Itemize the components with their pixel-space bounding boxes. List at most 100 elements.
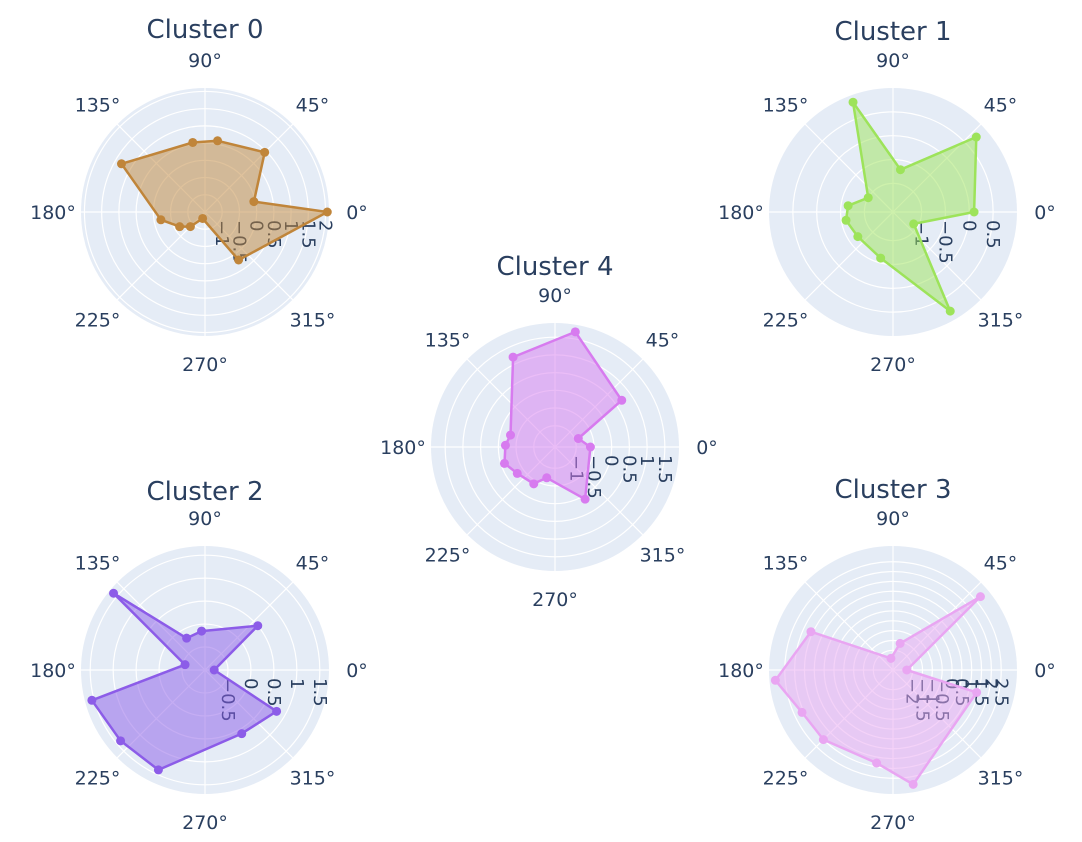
cluster-polar-1: 0°45°90°135°180°225°270°315°−1 −0.5 0 0.5Cl… [718, 17, 1056, 376]
data-point [797, 707, 807, 717]
data-point [180, 660, 190, 670]
data-point [806, 627, 816, 637]
data-point [506, 430, 516, 440]
radial-tick-label: 1.5 [297, 220, 318, 249]
cluster-area [90, 591, 278, 772]
data-point [197, 626, 207, 636]
data-point [945, 306, 955, 316]
radial-tick-label: 1 [961, 678, 982, 689]
data-point [969, 207, 979, 217]
angular-tick-label: 180° [380, 437, 426, 459]
cluster-area [844, 100, 978, 313]
data-point [188, 137, 198, 147]
angular-tick-label: 225° [75, 767, 121, 789]
radial-tick-label: 1.5 [309, 678, 330, 707]
angular-tick-label: 180° [30, 660, 76, 682]
data-point [770, 675, 780, 685]
cluster-polar-3: 0°45°90°135°180°225°270°315°−0.500.511.5… [30, 477, 368, 834]
data-point [529, 479, 539, 489]
data-point [585, 442, 595, 452]
data-point [500, 440, 510, 450]
chart-title: Cluster 1 [834, 17, 951, 47]
data-point [153, 765, 163, 775]
data-point [175, 222, 185, 232]
data-point [156, 215, 166, 225]
angular-tick-label: 45° [646, 330, 680, 352]
angular-tick-label: 0° [1034, 660, 1056, 682]
angular-tick-label: 45° [984, 95, 1018, 117]
angular-tick-label: 270° [532, 589, 578, 611]
angular-tick-label: 0° [346, 660, 368, 682]
angular-tick-label: 315° [290, 767, 336, 789]
data-point [902, 665, 912, 675]
cluster-area [120, 139, 329, 262]
data-point [234, 255, 244, 265]
data-point [853, 232, 863, 242]
data-point [895, 165, 905, 175]
angular-tick-label: 0° [346, 202, 368, 224]
angular-tick-label: 135° [763, 95, 809, 117]
data-point [972, 687, 982, 697]
chart-title: Cluster 4 [496, 252, 613, 282]
radial-tick-label: 2.5 [990, 678, 1011, 707]
data-point [87, 695, 97, 705]
data-point [580, 494, 590, 504]
data-point [185, 222, 195, 232]
data-point [249, 197, 259, 207]
cluster-polar-0: 0°45°90°135°180°225°270°315°−1−0.500.511… [30, 15, 368, 376]
radial-tick-label: −0.5 [934, 220, 955, 264]
radial-tick-label: 0.5 [982, 220, 1003, 249]
angular-tick-label: 225° [425, 544, 471, 566]
angular-tick-label: 90° [538, 285, 572, 307]
radial-tick-label: 1 [286, 678, 307, 689]
data-point [617, 395, 627, 405]
data-point [971, 132, 981, 142]
data-point [209, 665, 219, 675]
angular-tick-label: 45° [296, 95, 330, 117]
data-point [876, 253, 886, 263]
data-point [499, 458, 509, 468]
data-point [895, 638, 905, 648]
angular-tick-label: 90° [876, 50, 910, 72]
data-point [322, 207, 332, 217]
data-point [109, 588, 119, 598]
radial-tick-label: 2 [980, 678, 1001, 689]
radial-tick-label: 1.5 [654, 455, 675, 484]
angular-tick-label: 45° [984, 553, 1018, 575]
data-point [570, 327, 580, 337]
angular-tick-label: 315° [640, 544, 686, 566]
angular-tick-label: 0° [696, 437, 718, 459]
data-point [841, 215, 851, 225]
angular-tick-label: 90° [876, 508, 910, 530]
chart-title: Cluster 0 [146, 15, 263, 45]
angular-tick-label: 135° [75, 553, 121, 575]
angular-tick-label: 270° [182, 812, 228, 834]
angular-tick-label: 90° [188, 50, 222, 72]
radial-tick-label: 1 [636, 455, 657, 466]
angular-tick-label: 225° [75, 309, 121, 331]
data-point [508, 352, 518, 362]
radial-tick-label: 0 [958, 220, 979, 231]
chart-title: Cluster 3 [834, 475, 951, 505]
radial-tick-label: 0.5 [618, 455, 639, 484]
data-point [260, 147, 270, 157]
data-point [848, 97, 858, 107]
data-point [512, 468, 522, 478]
cluster-polar-2: 0°45°90°135°180°225°270°315°−1−0.500.511… [380, 252, 718, 611]
radial-tick-label: 0 [240, 678, 261, 689]
angular-tick-label: 45° [296, 553, 330, 575]
angular-tick-label: 225° [763, 309, 809, 331]
angular-tick-label: 180° [718, 202, 764, 224]
radial-tick-label: 0 [601, 455, 622, 466]
angular-tick-label: 135° [75, 95, 121, 117]
angular-tick-label: 315° [978, 309, 1024, 331]
data-point [872, 758, 882, 768]
data-point [542, 473, 552, 483]
data-point [909, 219, 919, 229]
angular-tick-label: 135° [763, 553, 809, 575]
angular-tick-label: 180° [718, 660, 764, 682]
radial-tick-label: 0.5 [263, 678, 284, 707]
angular-tick-label: 270° [870, 812, 916, 834]
